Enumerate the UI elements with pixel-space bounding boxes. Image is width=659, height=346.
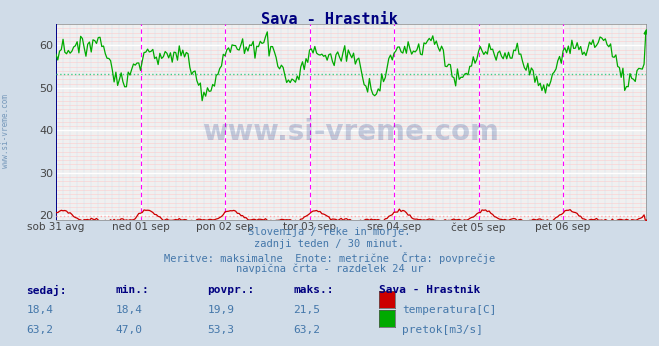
Text: Sava - Hrastnik: Sava - Hrastnik: [379, 285, 480, 295]
Text: Sava - Hrastnik: Sava - Hrastnik: [261, 12, 398, 27]
Text: 19,9: 19,9: [208, 305, 235, 315]
Text: www.si-vreme.com: www.si-vreme.com: [202, 118, 500, 146]
Text: 18,4: 18,4: [26, 305, 53, 315]
Text: 21,5: 21,5: [293, 305, 320, 315]
Text: 53,3: 53,3: [208, 325, 235, 335]
Text: zadnji teden / 30 minut.: zadnji teden / 30 minut.: [254, 239, 405, 249]
Text: Slovenija / reke in morje.: Slovenija / reke in morje.: [248, 227, 411, 237]
Text: pretok[m3/s]: pretok[m3/s]: [402, 325, 483, 335]
Text: povpr.:: povpr.:: [208, 285, 255, 295]
Text: 63,2: 63,2: [293, 325, 320, 335]
Text: sedaj:: sedaj:: [26, 285, 67, 297]
Text: 18,4: 18,4: [115, 305, 142, 315]
Text: www.si-vreme.com: www.si-vreme.com: [1, 94, 10, 169]
Text: navpična črta - razdelek 24 ur: navpična črta - razdelek 24 ur: [236, 264, 423, 274]
Text: Meritve: maksimalne  Enote: metrične  Črta: povprečje: Meritve: maksimalne Enote: metrične Črta…: [164, 252, 495, 264]
Text: 63,2: 63,2: [26, 325, 53, 335]
Text: maks.:: maks.:: [293, 285, 333, 295]
Text: min.:: min.:: [115, 285, 149, 295]
Text: temperatura[C]: temperatura[C]: [402, 305, 496, 315]
Text: 47,0: 47,0: [115, 325, 142, 335]
